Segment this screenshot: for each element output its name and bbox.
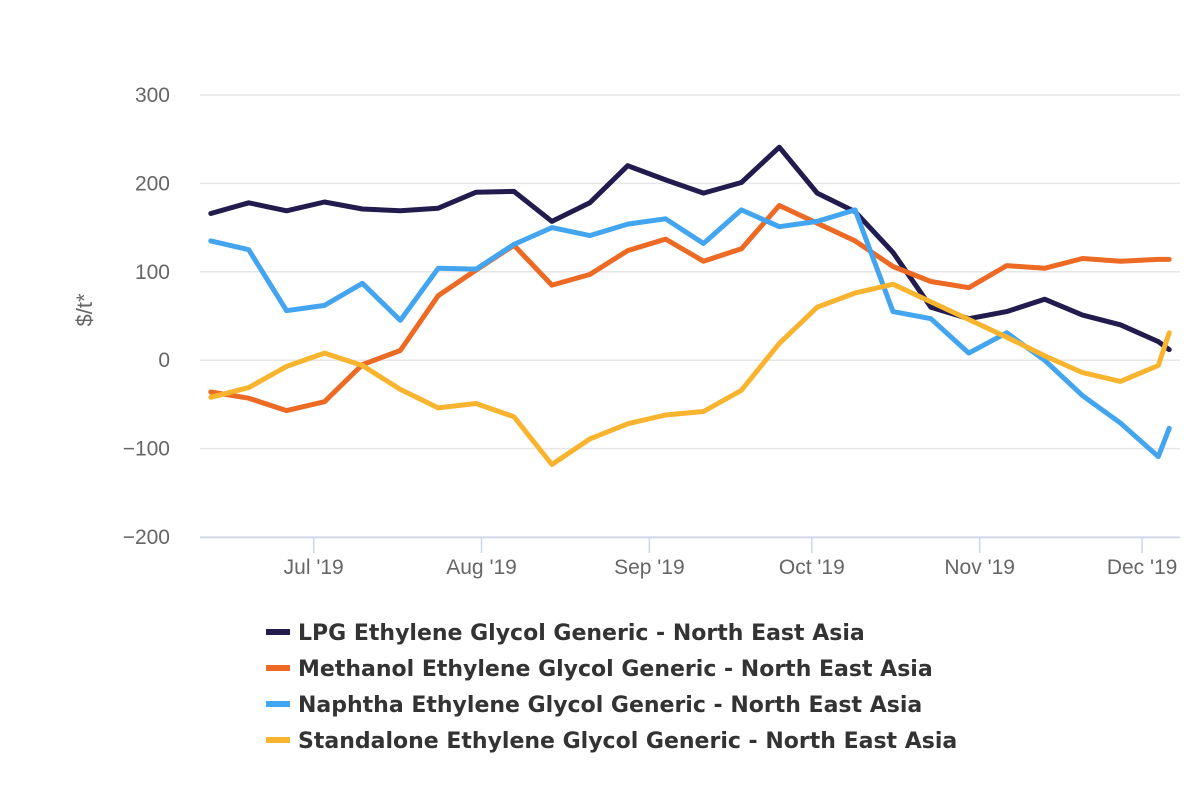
- y-tick-label: 100: [135, 261, 170, 284]
- legend-item[interactable]: Standalone Ethylene Glycol Generic - Nor…: [266, 729, 957, 754]
- x-tick-label: Dec '19: [1107, 556, 1178, 579]
- x-tick-label: Sep '19: [614, 556, 685, 579]
- legend-label: Naphtha Ethylene Glycol Generic - North …: [298, 693, 922, 718]
- series-line-1[interactable]: [208, 144, 1172, 353]
- legend-item[interactable]: Naphtha Ethylene Glycol Generic - North …: [266, 693, 922, 718]
- series-line-4[interactable]: [208, 281, 1172, 467]
- legend-item[interactable]: LPG Ethylene Glycol Generic - North East…: [266, 621, 865, 646]
- y-tick-label: 300: [135, 84, 170, 107]
- legend-label: Standalone Ethylene Glycol Generic - Nor…: [298, 729, 957, 754]
- y-tick-label: 200: [135, 172, 170, 195]
- legend-item[interactable]: Methanol Ethylene Glycol Generic - North…: [266, 657, 933, 682]
- legend-swatch: [266, 737, 290, 743]
- y-tick-label: −200: [123, 526, 170, 549]
- y-axis: −200 −100 0 100 200 300: [123, 84, 170, 549]
- x-tick-label: Aug '19: [446, 556, 517, 579]
- legend-label: Methanol Ethylene Glycol Generic - North…: [298, 657, 933, 682]
- series-line-2[interactable]: [208, 203, 1172, 414]
- x-axis: Jul '19 Aug '19 Sep '19 Oct '19 Nov '19 Dec '…: [200, 536, 1180, 579]
- legend[interactable]: LPG Ethylene Glycol Generic - North East…: [266, 621, 957, 754]
- x-tick-label: Oct '19: [779, 556, 845, 579]
- y-axis-title: $/t*: [72, 293, 97, 326]
- legend-label: LPG Ethylene Glycol Generic - North East…: [298, 621, 865, 646]
- series-lines: [208, 144, 1172, 467]
- series-line-3[interactable]: [208, 207, 1172, 460]
- grid-lines: [200, 94, 1180, 538]
- legend-swatch: [266, 701, 290, 707]
- y-tick-label: 0: [158, 349, 170, 372]
- legend-swatch: [266, 629, 290, 635]
- y-tick-label: −100: [123, 438, 170, 461]
- x-tick-label: Nov '19: [944, 556, 1015, 579]
- x-tick-label: Jul '19: [284, 556, 344, 579]
- legend-swatch: [266, 665, 290, 671]
